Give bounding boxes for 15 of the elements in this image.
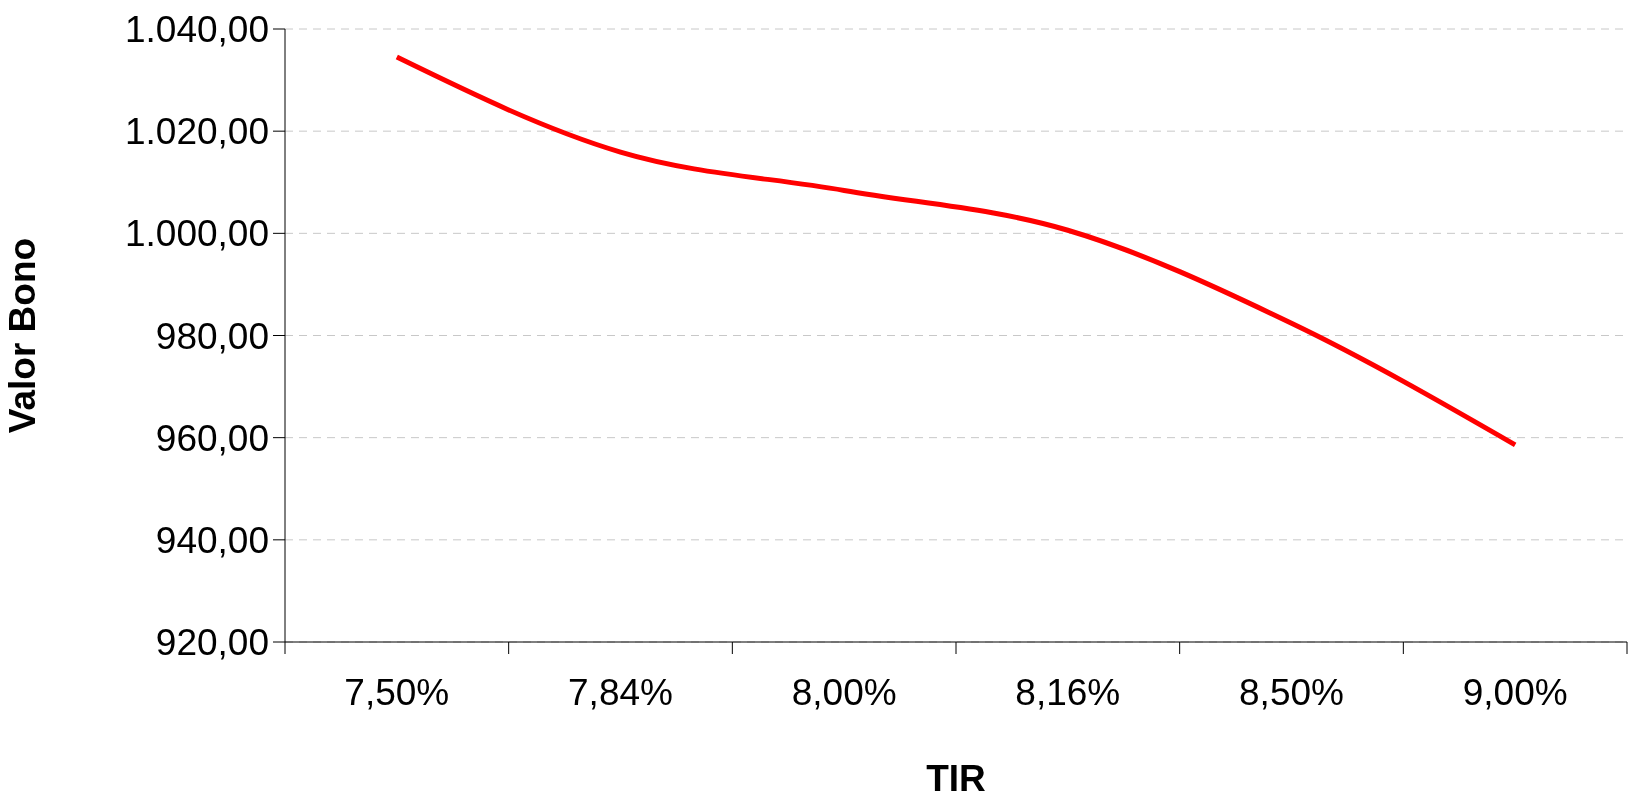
y-tick-label: 1.000,00 [124,213,269,255]
y-tick-label: 940,00 [155,519,269,561]
x-tick-label: 9,00% [1462,672,1568,713]
x-tick-label: 7,50% [344,672,450,713]
x-axis-title: TIR [926,758,986,797]
x-tick-label: 8,00% [791,672,897,713]
y-tick-label: 1.040,00 [124,9,269,51]
y-axis-title: Valor Bono [2,237,44,434]
y-tick-label: 980,00 [155,315,269,357]
x-tick-label: 8,50% [1239,672,1344,713]
y-tick-label: 920,00 [155,622,269,664]
y-tick-label: 960,00 [155,417,269,459]
y-tick-label: 1.020,00 [124,111,269,153]
x-tick-label: 7,84% [568,672,673,713]
x-tick-label: 8,16% [1015,672,1121,713]
